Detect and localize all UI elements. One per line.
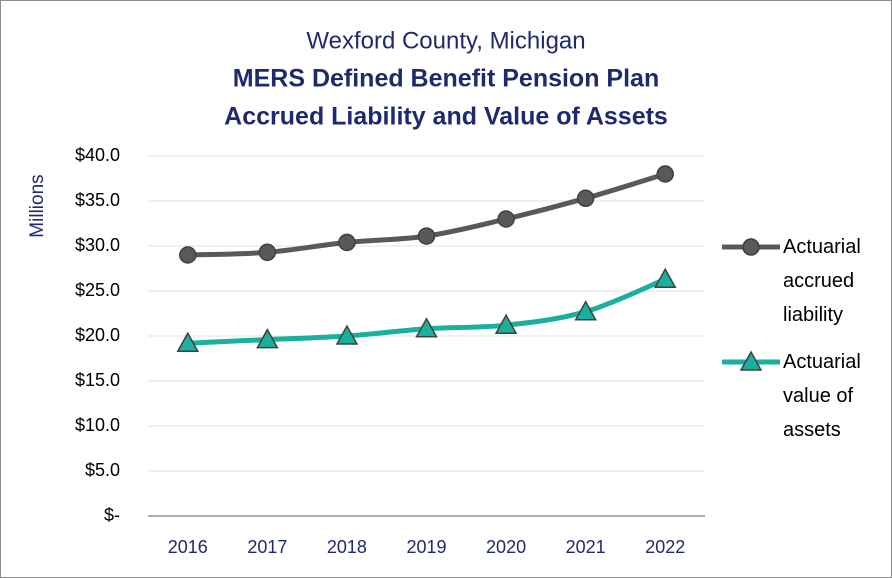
y-tick-label: $35.0 — [75, 190, 120, 210]
y-tick-label: $25.0 — [75, 280, 120, 300]
data-point — [256, 328, 279, 349]
x-tick-label: 2018 — [327, 537, 367, 557]
x-tick-label: 2017 — [247, 537, 287, 557]
data-point — [497, 210, 515, 228]
y-tick-label: $30.0 — [75, 235, 120, 255]
chart-title: MERS Defined Benefit Pension Plan — [233, 65, 659, 93]
data-point — [179, 246, 197, 264]
data-point — [574, 300, 597, 321]
x-tick-label: 2022 — [645, 537, 685, 557]
y-tick-label: $10.0 — [75, 415, 120, 435]
x-tick-label: 2020 — [486, 537, 526, 557]
x-tick-label: 2021 — [566, 537, 606, 557]
legend-marker — [742, 238, 760, 256]
legend-marker — [739, 350, 763, 371]
chart-suptitle: Wexford County, Michigan — [306, 27, 585, 54]
data-point — [653, 267, 677, 289]
data-point — [176, 331, 200, 352]
legend-label: Actuarial value of assets — [783, 351, 861, 441]
data-point — [415, 317, 438, 338]
data-point — [335, 324, 359, 345]
data-point — [338, 233, 356, 252]
y-tick-label: $40.0 — [75, 145, 120, 165]
x-tick-label: 2016 — [168, 537, 208, 557]
data-point — [494, 313, 518, 334]
y-tick-label: $5.0 — [85, 460, 120, 480]
y-tick-label: $- — [104, 505, 120, 525]
y-tick-label: $20.0 — [75, 325, 120, 345]
data-point — [656, 165, 674, 183]
x-tick-label: 2019 — [406, 537, 446, 557]
y-axis-label: Millions — [27, 174, 48, 237]
data-point — [258, 243, 277, 262]
y-tick-label: $15.0 — [75, 370, 120, 390]
legend-label: Actuarial accrued liability — [783, 236, 861, 326]
chart-title: Accrued Liability and Value of Assets — [224, 103, 668, 131]
data-point — [576, 189, 595, 208]
data-point — [417, 227, 436, 245]
